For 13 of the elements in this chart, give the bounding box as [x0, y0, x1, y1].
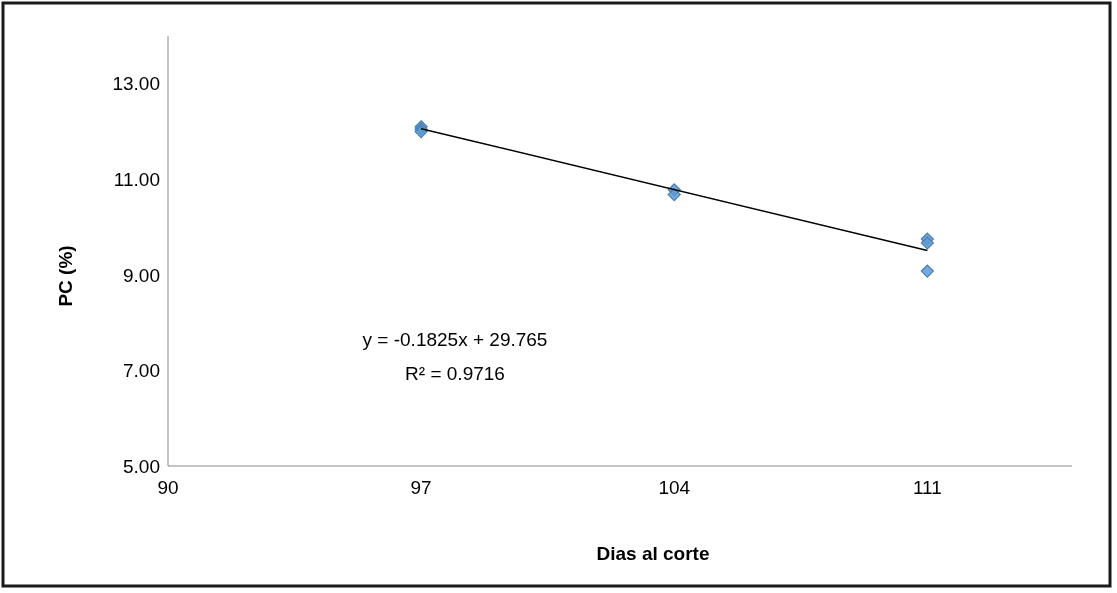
x-tick-label: 111: [912, 477, 942, 498]
x-tick-label: 104: [658, 477, 691, 498]
y-tick-label: 7.00: [123, 360, 160, 382]
x-tick-label: 90: [157, 477, 179, 498]
y-tick-label: 13.00: [112, 73, 160, 95]
annotation: y = -0.1825x + 29.765: [362, 329, 548, 350]
y-tick-label: 9.00: [123, 264, 160, 286]
x-axis-title: Dias al corte: [596, 543, 710, 564]
y-tick-label: 11.00: [113, 168, 160, 190]
annotation: R² = 0.9716: [405, 363, 505, 384]
x-tick-label: 97: [410, 477, 432, 498]
y-axis-title: PC (%): [55, 245, 76, 307]
y-tick-label: 5.00: [123, 455, 160, 477]
